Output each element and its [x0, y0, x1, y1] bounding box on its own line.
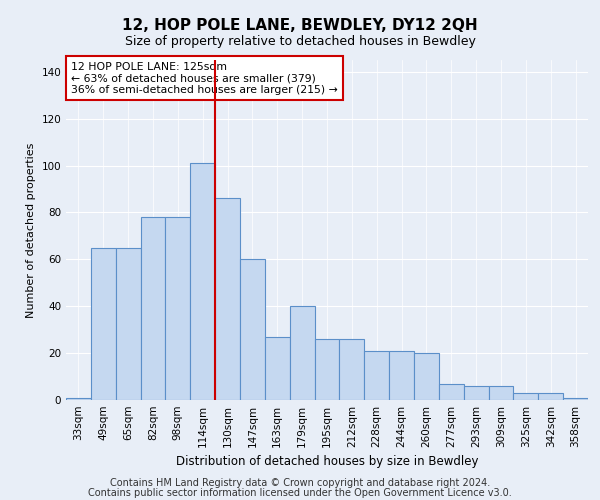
Bar: [488, 386, 514, 400]
Bar: [116, 248, 140, 400]
Bar: [215, 198, 240, 400]
Bar: [340, 339, 364, 400]
Bar: [66, 398, 91, 400]
Y-axis label: Number of detached properties: Number of detached properties: [26, 142, 36, 318]
Bar: [464, 386, 488, 400]
Bar: [265, 336, 290, 400]
Bar: [240, 260, 265, 400]
Bar: [166, 217, 190, 400]
Bar: [389, 351, 414, 400]
Bar: [290, 306, 314, 400]
Bar: [190, 163, 215, 400]
Bar: [314, 339, 340, 400]
Bar: [91, 248, 116, 400]
Bar: [439, 384, 464, 400]
Bar: [364, 351, 389, 400]
X-axis label: Distribution of detached houses by size in Bewdley: Distribution of detached houses by size …: [176, 456, 478, 468]
Bar: [414, 353, 439, 400]
Text: 12, HOP POLE LANE, BEWDLEY, DY12 2QH: 12, HOP POLE LANE, BEWDLEY, DY12 2QH: [122, 18, 478, 32]
Text: Contains public sector information licensed under the Open Government Licence v3: Contains public sector information licen…: [88, 488, 512, 498]
Bar: [563, 398, 588, 400]
Text: Size of property relative to detached houses in Bewdley: Size of property relative to detached ho…: [125, 35, 475, 48]
Bar: [538, 393, 563, 400]
Bar: [140, 217, 166, 400]
Text: Contains HM Land Registry data © Crown copyright and database right 2024.: Contains HM Land Registry data © Crown c…: [110, 478, 490, 488]
Text: 12 HOP POLE LANE: 125sqm
← 63% of detached houses are smaller (379)
36% of semi-: 12 HOP POLE LANE: 125sqm ← 63% of detach…: [71, 62, 338, 95]
Bar: [514, 393, 538, 400]
